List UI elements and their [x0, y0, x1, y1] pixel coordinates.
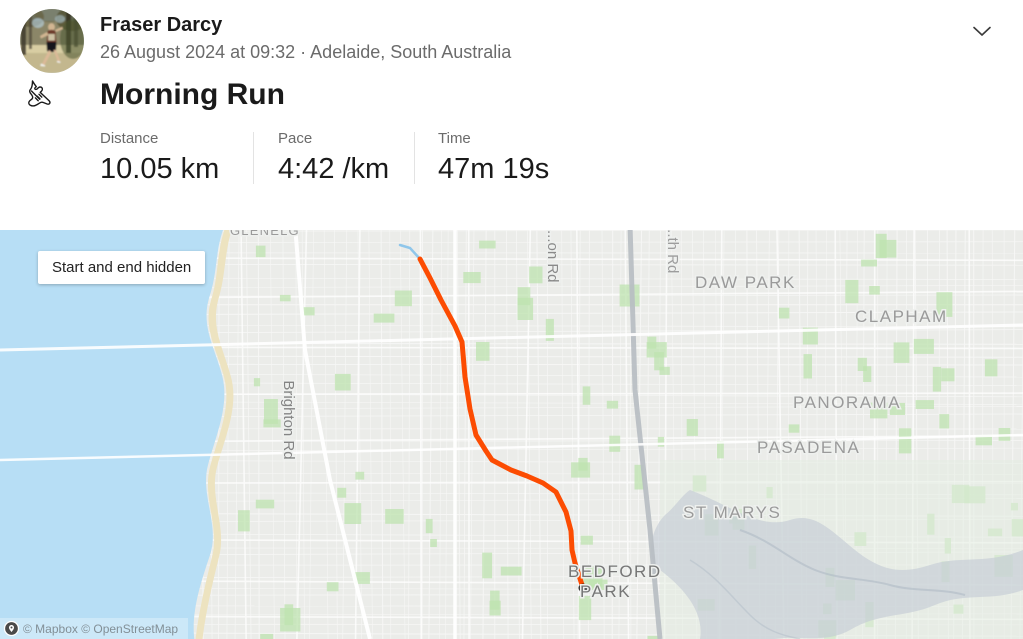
svg-text:Brighton Rd: Brighton Rd: [280, 380, 297, 459]
svg-text:ST MARYS: ST MARYS: [683, 503, 781, 522]
svg-text:PANORAMA: PANORAMA: [793, 393, 901, 412]
svg-text:...on Rd: ...on Rd: [544, 230, 561, 283]
svg-text:GLENELG: GLENELG: [230, 230, 300, 238]
svg-text:PARK: PARK: [580, 582, 631, 601]
svg-text:PASADENA: PASADENA: [757, 438, 860, 457]
svg-text:...th Rd: ...th Rd: [664, 230, 681, 273]
svg-text:DAW PARK: DAW PARK: [695, 273, 796, 292]
svg-text:BEDFORD: BEDFORD: [568, 562, 662, 581]
svg-text:CLAPHAM: CLAPHAM: [855, 307, 948, 326]
